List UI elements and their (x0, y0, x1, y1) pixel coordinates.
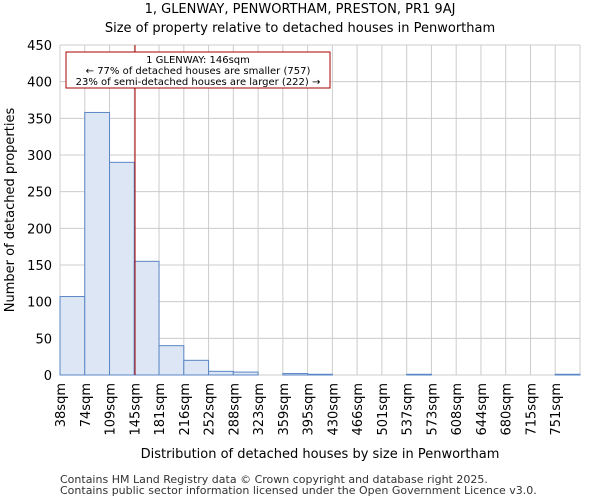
bar (84, 111, 111, 376)
annotation-line-2: ← 77% of detached houses are smaller (75… (86, 66, 311, 77)
y-tick-label: 150 (27, 259, 52, 274)
annotation-line-1: 1 GLENWAY: 146sqm (146, 55, 250, 66)
y-axis-ticks: 0 50 100 150 200 250 300 350 400 450 (27, 39, 52, 384)
y-tick-label: 200 (27, 222, 52, 237)
x-tick-label: 573sqm (425, 383, 440, 436)
y-tick-label: 250 (27, 186, 52, 201)
x-tick-label: 715sqm (524, 383, 539, 436)
bar (282, 373, 309, 376)
bar (554, 373, 581, 376)
x-tick-label: 466sqm (351, 383, 366, 436)
property-annotation: 1 GLENWAY: 146sqm ← 77% of detached hous… (65, 51, 331, 89)
y-tick-label: 0 (44, 369, 52, 384)
x-tick-label: 680sqm (500, 383, 515, 436)
bars (59, 111, 581, 376)
footer-line-1: Contains HM Land Registry data © Crown c… (60, 473, 488, 486)
x-tick-label: 74sqm (79, 383, 94, 427)
x-tick-label: 430sqm (326, 383, 341, 436)
bar (109, 161, 135, 376)
bar (183, 359, 210, 376)
x-tick-label: 38sqm (54, 383, 69, 427)
x-tick-label: 395sqm (302, 383, 317, 436)
bar (406, 373, 432, 376)
x-axis-label: Distribution of detached houses by size … (141, 447, 500, 462)
x-tick-label: 359sqm (277, 383, 292, 436)
y-tick-label: 400 (27, 76, 52, 91)
histogram-chart: 0 50 100 150 200 250 300 350 400 450 38sqm 74sqm 10… (3, 39, 581, 462)
gridlines (59, 44, 581, 376)
annotation-line-3: 23% of semi-detached houses are larger (… (76, 77, 321, 88)
x-tick-label: 608sqm (450, 383, 465, 436)
footer-line-2: Contains public sector information licen… (60, 484, 537, 497)
y-tick-label: 450 (27, 39, 52, 54)
x-tick-label: 501sqm (376, 383, 391, 436)
x-tick-label: 181sqm (153, 383, 168, 436)
bar (208, 370, 234, 376)
x-tick-label: 644sqm (475, 383, 490, 436)
x-tick-label: 145sqm (128, 383, 143, 436)
x-tick-label: 537sqm (401, 383, 416, 436)
x-tick-label: 109sqm (104, 383, 119, 436)
y-tick-label: 100 (27, 296, 52, 311)
x-tick-label: 252sqm (203, 383, 218, 436)
x-tick-label: 216sqm (178, 383, 193, 436)
bar (133, 260, 160, 376)
y-tick-label: 50 (35, 332, 52, 347)
bar (158, 345, 185, 376)
x-tick-label: 323sqm (252, 383, 267, 436)
x-tick-label: 751sqm (549, 383, 564, 436)
bar (307, 373, 333, 376)
y-axis-label: Number of detached properties (3, 108, 18, 313)
annotation-box (65, 51, 331, 89)
x-axis-ticks: 38sqm 74sqm 109sqm 145sqm 181sqm 216sqm 252sqm… (54, 383, 564, 436)
chart-subtitle: Size of property relative to detached ho… (104, 21, 496, 36)
bar (232, 371, 259, 376)
bar (59, 296, 86, 376)
y-tick-label: 350 (27, 112, 52, 127)
chart-title: 1, GLENWAY, PENWORTHAM, PRESTON, PR1 9AJ (144, 2, 456, 17)
x-tick-label: 288sqm (227, 383, 242, 436)
y-tick-label: 300 (27, 149, 52, 164)
